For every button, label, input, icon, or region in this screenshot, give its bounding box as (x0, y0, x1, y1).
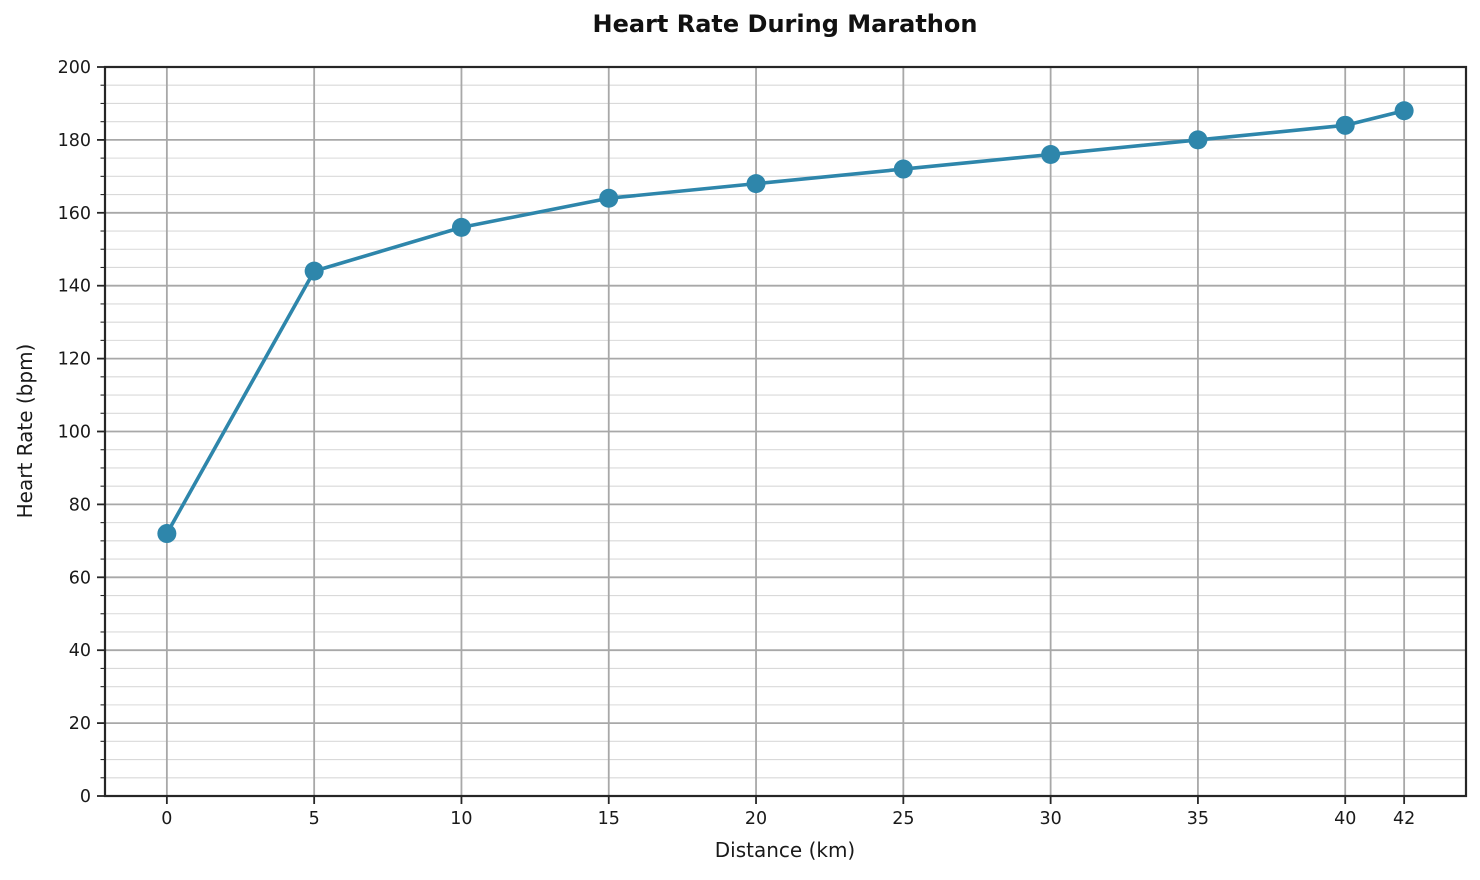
data-point (599, 188, 619, 208)
x-tick-label: 15 (598, 809, 620, 829)
y-tick-label: 200 (58, 58, 91, 78)
x-axis-label: Distance (km) (714, 838, 856, 862)
y-axis-label: Heart Rate (bpm) (13, 343, 37, 519)
x-tick-label: 5 (309, 809, 320, 829)
x-tick-label: 35 (1187, 809, 1209, 829)
y-tick-label: 20 (69, 714, 91, 734)
y-tick-label: 160 (58, 204, 91, 224)
y-tick-label: 100 (58, 423, 91, 443)
data-point (1335, 115, 1355, 135)
x-tick-label: 40 (1334, 809, 1356, 829)
x-tick-label: 25 (892, 809, 914, 829)
data-point (304, 261, 324, 281)
y-tick-label: 0 (80, 787, 91, 807)
chart-title: Heart Rate During Marathon (592, 10, 978, 38)
heart-rate-line (165, 108, 1406, 536)
data-point (746, 174, 766, 194)
x-tick-label: 10 (450, 809, 472, 829)
y-tick-label: 140 (58, 277, 91, 297)
y-tick-label: 180 (58, 131, 91, 151)
y-tick-label: 80 (69, 495, 91, 515)
data-point (893, 159, 913, 179)
data-point (1188, 130, 1208, 150)
data-point (1394, 101, 1414, 121)
y-tick-label: 120 (58, 350, 91, 370)
y-tick-label: 40 (69, 641, 91, 661)
x-tick-label: 30 (1039, 809, 1061, 829)
data-point (157, 524, 177, 544)
data-point (451, 217, 471, 237)
x-tick-label: 0 (161, 809, 172, 829)
y-tick-label: 60 (69, 568, 91, 588)
x-tick-label: 20 (745, 809, 767, 829)
data-point (1041, 144, 1061, 164)
x-tick-label: 42 (1393, 809, 1415, 829)
